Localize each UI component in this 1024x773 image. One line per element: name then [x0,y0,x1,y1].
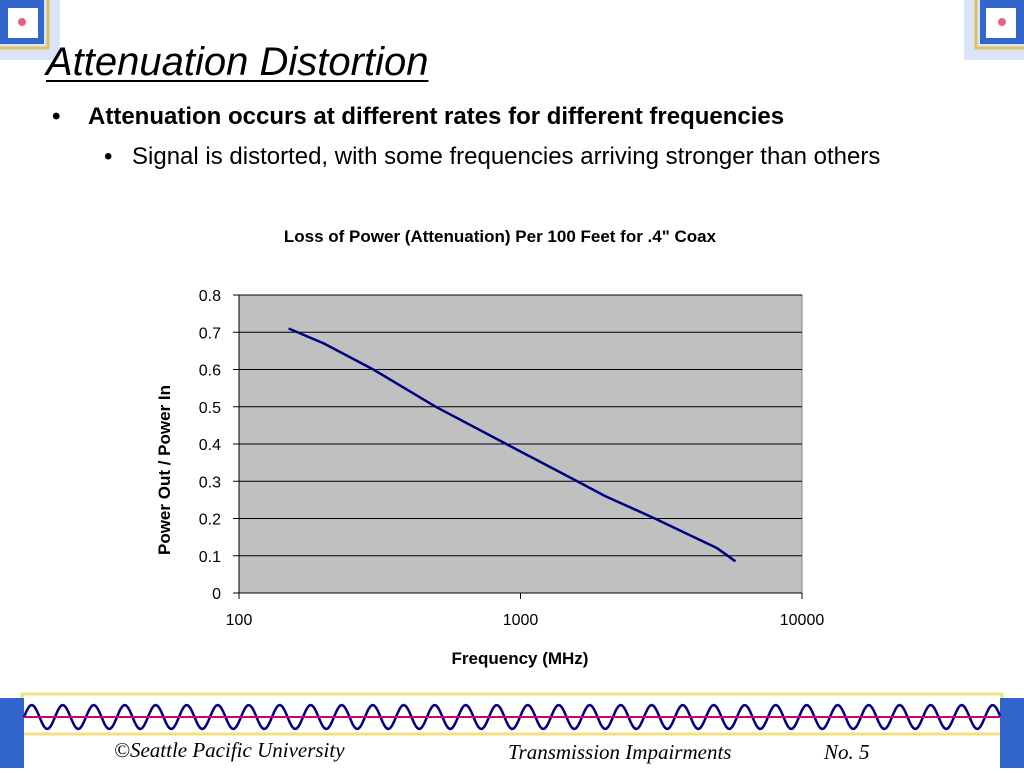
y-tick-label: 0.7 [199,325,221,342]
y-tick-label: 0.1 [199,549,221,566]
footer-edge-left [0,698,24,768]
footer-edge-right [1000,698,1024,768]
bullet-text: Attenuation occurs at different rates fo… [88,103,785,130]
y-tick-label: 0.5 [199,400,221,417]
y-axis-label: Power Out / Power In [155,385,174,555]
y-tick-label: 0.2 [199,512,221,529]
x-tick-label: 100 [226,612,253,629]
footer-sine-wave [22,703,1002,731]
footer-band [20,692,1004,736]
slide-title: Attenuation Distortion [46,40,429,84]
bullet-icon: • [52,103,61,130]
x-tick-label: 10000 [780,612,825,629]
chart-title: Loss of Power (Attenuation) Per 100 Feet… [284,227,717,246]
corner-decoration-top-left [0,0,70,70]
bullet-text: Signal is distorted, with some frequenci… [132,143,881,170]
footer-slide-number: No. 5 [824,740,870,764]
data-series-line [288,327,737,563]
y-tick-label: 0.8 [199,288,221,305]
bullet-icon: • [104,143,113,170]
x-tick-label: 1000 [503,612,539,629]
y-tick-label: 0.6 [199,363,221,380]
footer: ©Seattle Pacific University Transmission… [0,688,1024,768]
footer-university: ©Seattle Pacific University [114,738,345,762]
corner-decoration-top-right [954,0,1024,70]
y-tick-label: 0.3 [199,474,221,491]
x-axis-label: Frequency (MHz) [452,649,589,668]
attenuation-chart: 0 0.1 0.2 0.3 0.4 0.5 0.6 0.7 0.8 100 1000 10000 Los… [155,227,825,668]
footer-topic: Transmission Impairments [508,740,732,764]
y-tick-label: 0 [212,586,221,603]
y-tick-label: 0.4 [199,437,221,454]
footer-wave-band [0,692,1024,768]
